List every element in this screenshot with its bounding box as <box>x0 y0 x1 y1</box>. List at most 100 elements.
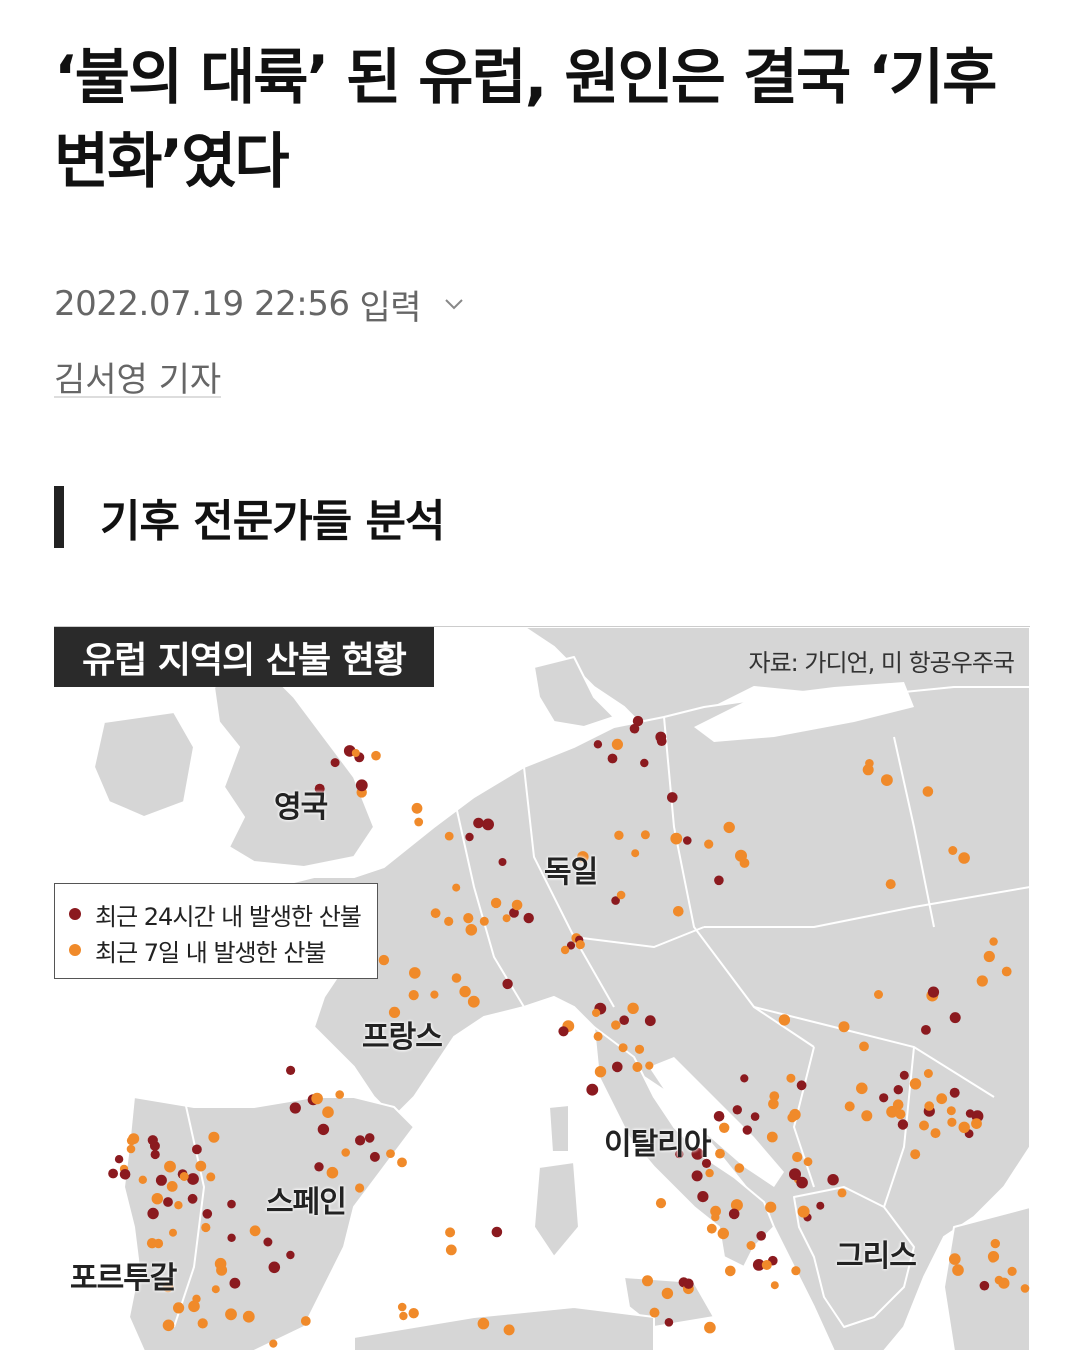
article-meta: 2022.07.19 22:56 입력 <box>54 282 469 328</box>
fire-marker-7d <box>430 908 441 919</box>
section-heading: 기후 전문가들 분석 <box>54 486 445 548</box>
fire-marker-7d <box>593 1031 603 1041</box>
fire-marker-24h <box>789 1168 801 1181</box>
fire-marker-7d <box>983 950 995 963</box>
fire-marker-24h <box>227 1233 236 1242</box>
fire-marker-7d <box>1020 1284 1030 1293</box>
fire-marker-7d <box>856 1082 868 1095</box>
fire-marker-7d <box>249 1225 261 1237</box>
fire-marker-24h <box>899 1070 909 1080</box>
adriatic-sea <box>649 1057 784 1187</box>
fire-marker-7d <box>269 1339 278 1348</box>
legend-label-7d: 최근 7일 내 발생한 산불 <box>95 938 327 967</box>
fire-marker-24h <box>268 1261 281 1274</box>
fire-marker-7d <box>502 914 511 923</box>
fire-marker-24h <box>114 1155 124 1164</box>
country-label-portugal: 포르투갈 <box>70 1261 177 1296</box>
fire-marker-7d <box>655 1198 667 1209</box>
fire-marker-7d <box>371 750 381 761</box>
fire-marker-7d <box>326 1166 339 1179</box>
fire-marker-7d <box>444 831 454 841</box>
fire-marker-7d <box>946 1106 956 1116</box>
fire-marker-24h <box>286 1250 295 1260</box>
fire-marker-24h <box>656 736 667 746</box>
fire-marker-24h <box>827 1174 839 1186</box>
fire-marker-7d <box>128 1133 140 1145</box>
fire-marker-7d <box>445 1244 457 1256</box>
fire-marker-7d <box>311 1092 323 1105</box>
fire-marker-7d <box>611 1020 621 1030</box>
country-label-france: 프랑스 <box>362 1020 443 1055</box>
fire-marker-24h <box>586 1083 599 1096</box>
fire-marker-24h <box>701 1158 712 1168</box>
fire-marker-24h <box>612 1061 623 1073</box>
denmark-landmass <box>533 656 615 728</box>
dark-red-dot-icon <box>69 908 81 920</box>
country-label-spain: 스페인 <box>266 1185 347 1220</box>
fire-marker-24h <box>750 1112 760 1121</box>
fire-marker-24h <box>364 1133 375 1143</box>
fire-marker-24h <box>632 715 644 727</box>
fire-marker-24h <box>227 1199 236 1209</box>
fire-marker-7d <box>208 1131 220 1143</box>
fire-marker-7d <box>511 899 523 911</box>
fire-marker-24h <box>147 1135 158 1146</box>
fire-marker-24h <box>796 1080 807 1091</box>
fire-marker-7d <box>859 1041 869 1052</box>
author-byline[interactable]: 김서영 기자 <box>54 352 222 400</box>
fire-marker-7d <box>451 973 462 983</box>
fire-marker-24h <box>202 1209 213 1219</box>
ireland-landmass <box>93 711 195 818</box>
fire-marker-24h <box>465 832 474 842</box>
country-label-italy: 이탈리아 <box>604 1127 711 1162</box>
fire-markers <box>108 715 1030 1348</box>
fire-marker-7d <box>640 830 650 840</box>
fire-marker-24h <box>509 908 519 918</box>
fire-marker-7d <box>838 1021 850 1033</box>
fire-marker-24h <box>949 1012 961 1024</box>
fire-marker-24h <box>187 1193 198 1204</box>
fire-marker-7d <box>477 1317 490 1330</box>
fire-marker-24h <box>314 783 325 794</box>
fire-marker-7d <box>634 1044 645 1054</box>
fire-marker-24h <box>150 1149 160 1160</box>
fire-marker-7d <box>164 1160 176 1173</box>
fire-marker-7d <box>351 749 360 757</box>
fire-marker-24h <box>566 941 576 950</box>
fire-marker-24h <box>640 758 649 768</box>
fire-marker-7d <box>611 738 624 750</box>
fire-marker-24h <box>897 1119 909 1130</box>
fire-marker-7d <box>592 1008 601 1017</box>
fire-marker-7d <box>710 1205 721 1217</box>
fire-marker-7d <box>837 1188 847 1198</box>
fire-marker-24h <box>607 753 618 764</box>
fire-marker-7d <box>958 852 970 864</box>
fire-marker-7d <box>778 1014 791 1026</box>
fire-marker-7d <box>649 1307 660 1318</box>
fire-marker-7d <box>300 1316 311 1326</box>
fire-marker-7d <box>958 1121 970 1133</box>
fire-marker-7d <box>335 1090 345 1099</box>
fire-marker-7d <box>201 1222 211 1233</box>
fire-marker-24h <box>155 1174 167 1186</box>
fire-marker-7d <box>746 1241 756 1250</box>
italy-landmass <box>593 1026 775 1268</box>
fire-marker-7d <box>786 1073 796 1083</box>
fire-marker-7d <box>444 916 454 926</box>
fire-marker-7d <box>797 1205 810 1218</box>
fire-marker-7d <box>430 990 439 999</box>
fire-marker-7d <box>618 1043 628 1053</box>
fire-marker-7d <box>923 1069 933 1078</box>
fire-marker-7d <box>397 1157 407 1168</box>
fire-marker-7d <box>322 1106 334 1118</box>
fire-marker-7d <box>719 1122 730 1133</box>
fire-marker-7d <box>206 1172 216 1182</box>
corsica-landmass <box>548 1104 570 1153</box>
article-headline: ‘불의 대륙’ 된 유럽, 원인은 결국 ‘기후변화’였다 <box>54 43 997 197</box>
fire-marker-7d <box>614 830 624 840</box>
fire-marker-24h <box>482 818 494 831</box>
fire-marker-7d <box>949 1253 961 1265</box>
fire-marker-24h <box>728 1208 740 1220</box>
fire-marker-7d <box>577 851 589 863</box>
chevron-down-icon[interactable] <box>439 289 469 319</box>
